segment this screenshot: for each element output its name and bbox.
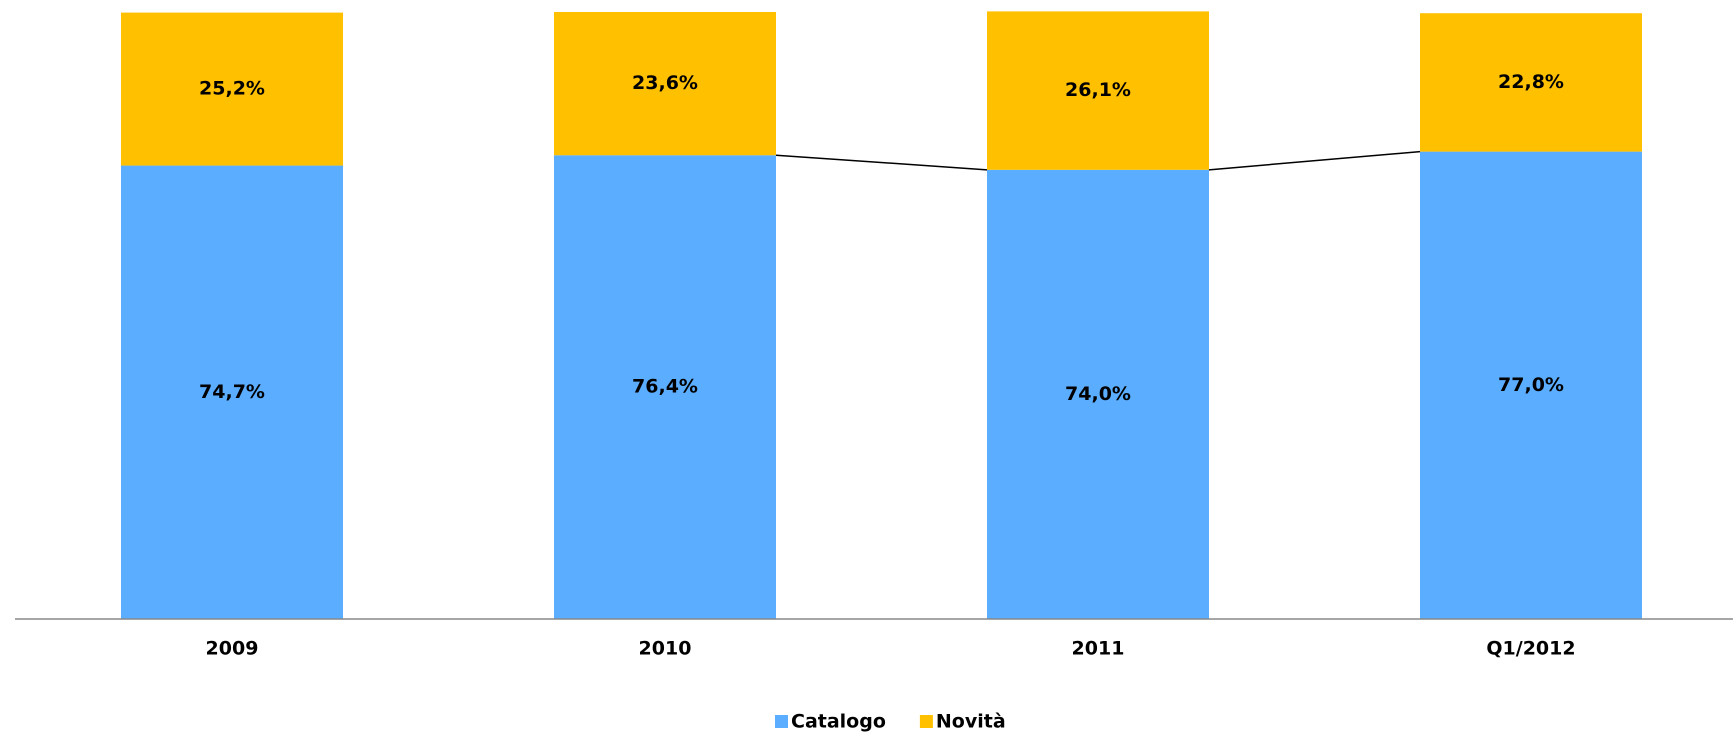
series-line: [1208, 150, 1421, 171]
legend-label: Novità: [936, 711, 1006, 733]
bar-segment: [121, 12, 343, 166]
data-label: 74,0%: [1065, 383, 1131, 405]
bar-segment: [987, 169, 1209, 619]
bar-segment: [554, 12, 776, 156]
series-line: [775, 154, 988, 171]
bar-segment: [987, 11, 1209, 170]
x-tick-label: 2009: [206, 638, 259, 660]
data-label: 25,2%: [199, 78, 265, 100]
data-label: 26,1%: [1065, 79, 1131, 101]
data-label: 23,6%: [632, 72, 698, 94]
data-label: 22,8%: [1498, 71, 1564, 93]
legend-swatch: [919, 715, 933, 728]
legend-label: Catalogo: [791, 711, 886, 733]
bar-segment: [554, 155, 776, 619]
data-label: 74,7%: [199, 381, 265, 403]
bar-segment: [1420, 13, 1642, 152]
x-tick-label: Q1/2012: [1486, 638, 1575, 660]
data-label: 77,0%: [1498, 374, 1564, 396]
bar-segment: [121, 165, 343, 620]
bar-segment: [1420, 151, 1642, 620]
x-tick-label: 2011: [1072, 638, 1125, 660]
x-tick-label: 2010: [639, 638, 692, 660]
data-label: 76,4%: [632, 376, 698, 398]
legend-swatch: [775, 715, 788, 728]
